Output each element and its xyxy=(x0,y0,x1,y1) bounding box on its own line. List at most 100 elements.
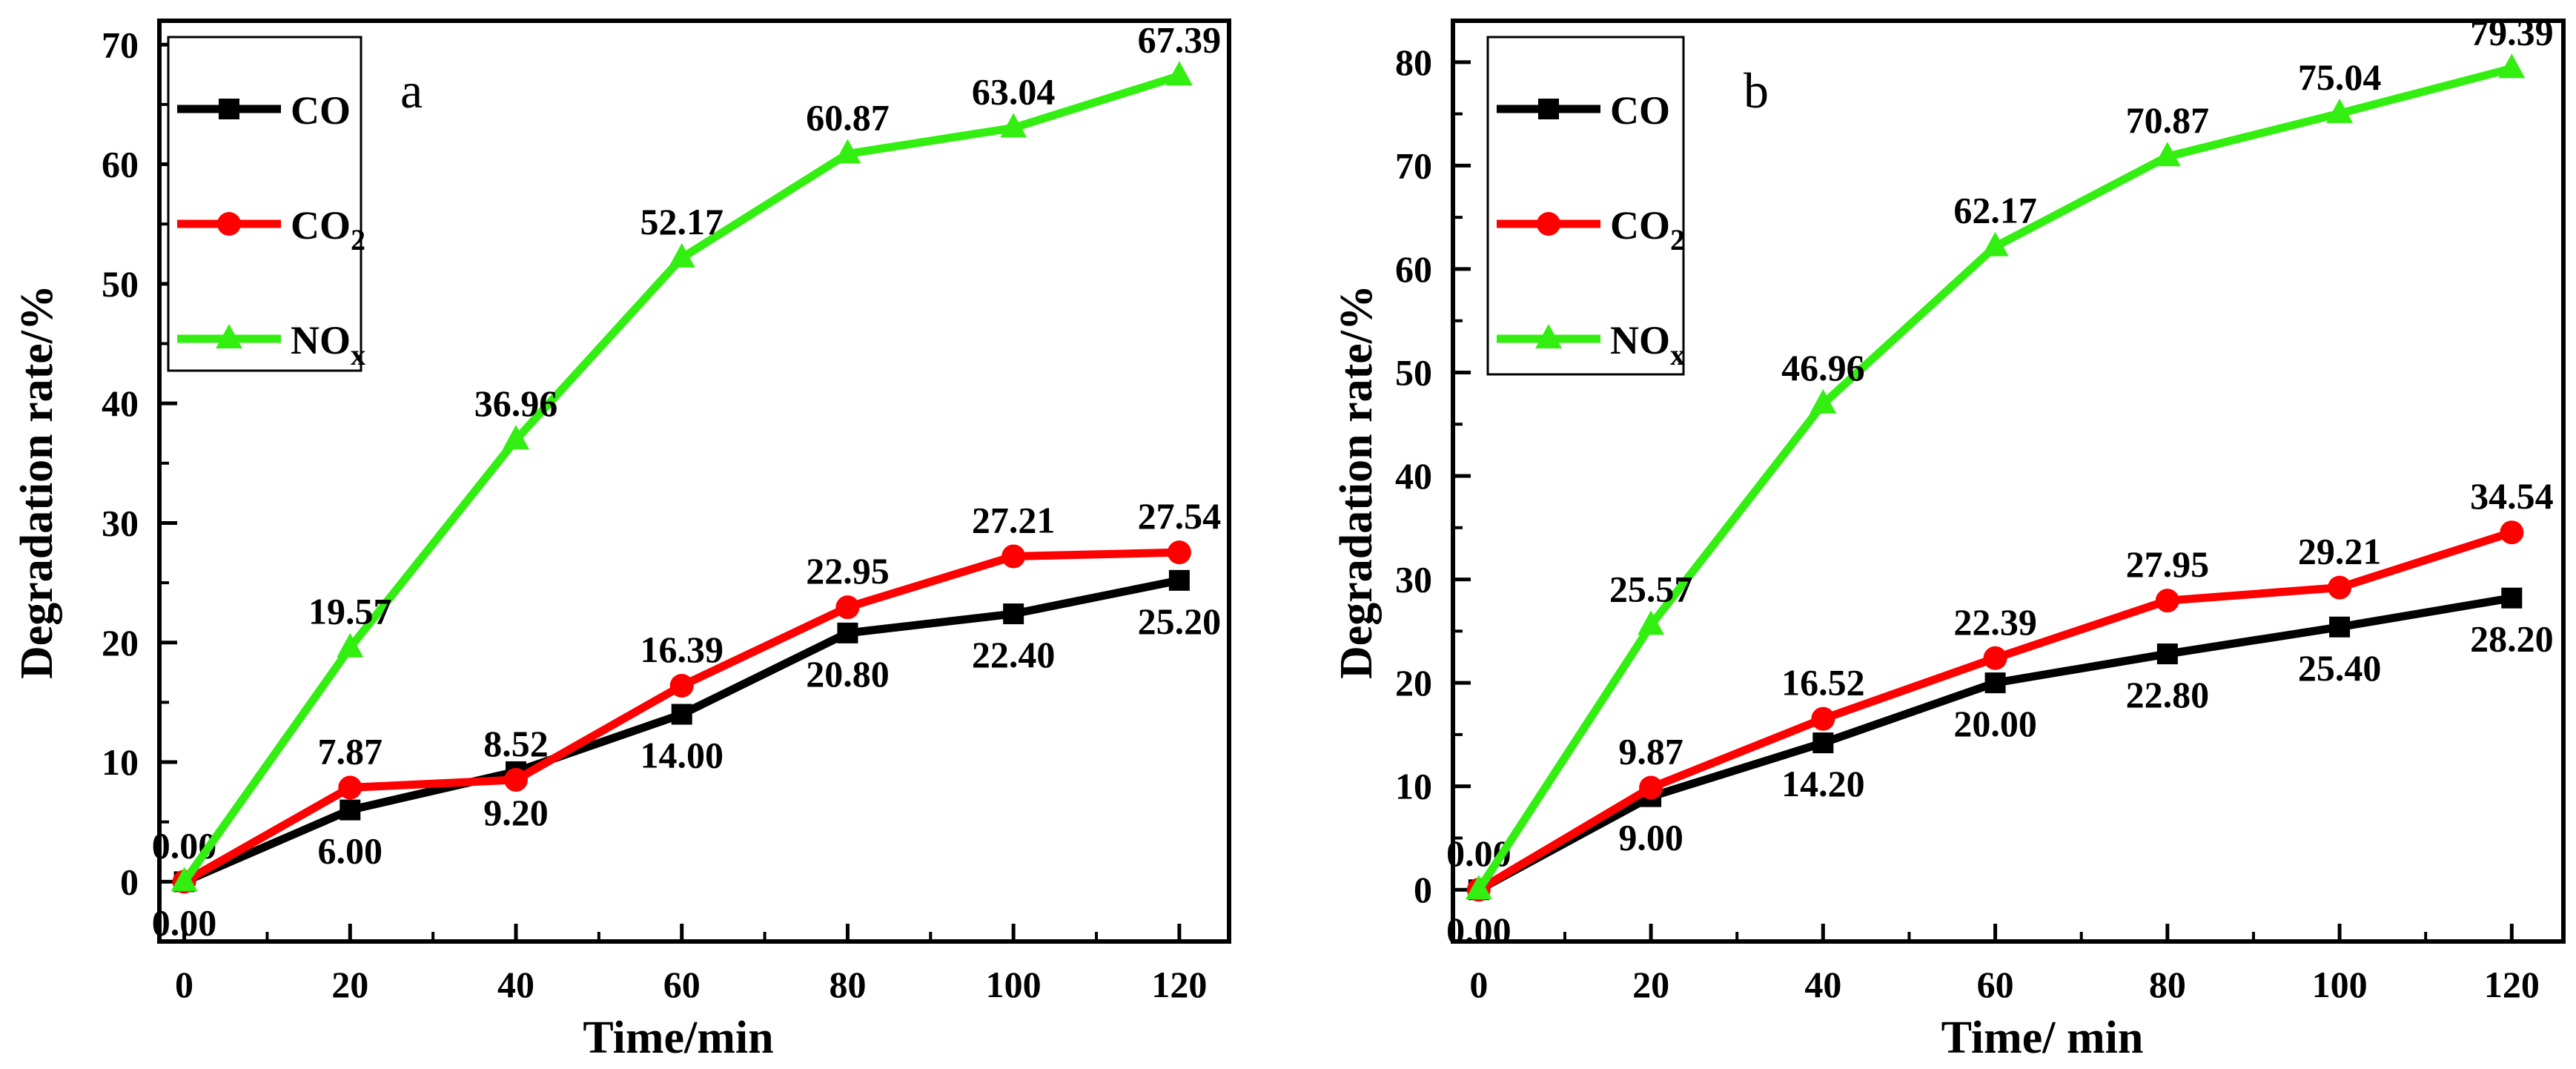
data-point xyxy=(503,425,529,450)
data-point xyxy=(1983,646,2007,670)
y-tick-label: 0 xyxy=(120,861,139,902)
data-label: 16.52 xyxy=(1781,662,1865,704)
legend-label-main: NO xyxy=(1610,318,1670,363)
data-point xyxy=(2328,575,2352,600)
legend-marker xyxy=(1535,324,1562,348)
data-point xyxy=(2500,520,2524,545)
data-label: 70.87 xyxy=(2126,99,2210,141)
legend-label-main: CO xyxy=(291,88,351,133)
data-point xyxy=(1167,540,1191,565)
data-point xyxy=(1465,875,1492,900)
data-label: 9.00 xyxy=(1618,817,1683,858)
legend-marker xyxy=(1538,99,1559,119)
data-point xyxy=(834,139,861,164)
y-tick-label: 20 xyxy=(1395,662,1432,704)
panel-label: b xyxy=(1744,62,1769,119)
data-point xyxy=(1165,61,1193,86)
legend-marker xyxy=(1537,212,1560,236)
data-point xyxy=(2329,616,2351,638)
data-point xyxy=(2156,643,2178,665)
data-label: 36.96 xyxy=(474,383,558,424)
y-tick-label: 60 xyxy=(102,144,139,185)
x-tick-label: 0 xyxy=(1469,964,1488,1005)
x-tick-label: 20 xyxy=(1632,964,1669,1005)
data-label: 14.00 xyxy=(640,735,724,776)
data-point xyxy=(1001,544,1026,569)
x-tick-label: 40 xyxy=(497,964,534,1005)
data-point xyxy=(1984,672,2006,694)
data-label: 79.39 xyxy=(2470,11,2554,53)
x-tick-label: 0 xyxy=(175,964,193,1005)
y-axis-title: Degradation rate/% xyxy=(1331,285,1382,679)
y-tick-label: 30 xyxy=(1395,559,1432,600)
legend-label: CO xyxy=(1610,88,1670,133)
legend-label: NOx xyxy=(291,318,365,371)
data-label: 60.87 xyxy=(806,97,890,139)
data-label: 8.52 xyxy=(483,723,549,764)
panel-a: 0 20 40 60 80 100 120 0 10 20 30 40 50 60 70 Time/min De… xyxy=(12,19,1231,1063)
data-point xyxy=(668,242,695,268)
legend-label-sub: 2 xyxy=(351,223,365,257)
data-label: 6.00 xyxy=(318,830,383,872)
data-point xyxy=(2501,587,2523,609)
y-tick-label: 10 xyxy=(1395,766,1432,807)
y-tick-label: 50 xyxy=(102,263,139,305)
y-tick-label: 30 xyxy=(102,502,139,543)
y-tick-label: 60 xyxy=(1395,248,1432,290)
data-point xyxy=(170,867,198,892)
data-label: 9.20 xyxy=(483,792,549,833)
legend-box xyxy=(167,36,362,372)
data-label: 14.20 xyxy=(1781,763,1865,804)
x-tick-label: 100 xyxy=(2312,964,2368,1005)
data-label: 25.40 xyxy=(2298,647,2382,689)
data-label: 25.20 xyxy=(1138,600,1222,642)
data-label: 22.95 xyxy=(806,550,890,592)
data-point xyxy=(2326,99,2354,124)
legend-label: CO2 xyxy=(1610,203,1685,257)
data-label: 62.17 xyxy=(1953,190,2037,231)
x-tick-label: 20 xyxy=(331,964,368,1005)
data-label: 22.39 xyxy=(1953,601,2037,643)
x-tick-label: 120 xyxy=(2484,964,2540,1005)
plot-frame xyxy=(157,19,1231,944)
data-label: 34.54 xyxy=(2470,475,2554,517)
legend-label-sub: x xyxy=(351,338,365,371)
legend-marker xyxy=(217,212,241,236)
data-point xyxy=(1639,775,1663,800)
y-tick-label: 40 xyxy=(1395,455,1432,497)
data-point xyxy=(1810,388,1837,414)
x-axis-title: Time/min xyxy=(583,1013,773,1063)
data-label: 22.80 xyxy=(2126,674,2210,715)
data-label: 20.80 xyxy=(806,653,890,695)
data-point xyxy=(835,595,860,620)
data-point xyxy=(1000,113,1027,138)
data-label: 22.40 xyxy=(972,634,1056,675)
data-label: 9.87 xyxy=(1618,730,1683,772)
series-nox: 25.57 46.96 62.17 70.87 75.04 79.39 xyxy=(1465,11,2554,900)
panel-label: a xyxy=(400,62,423,119)
data-label: 19.57 xyxy=(308,591,392,632)
x-axis-title: Time/ min xyxy=(1941,1013,2144,1063)
data-label: 28.20 xyxy=(2470,618,2554,660)
data-label: 52.17 xyxy=(640,201,724,242)
data-label: 27.95 xyxy=(2126,543,2210,585)
data-label: 7.87 xyxy=(318,730,383,772)
legend-label-main: CO xyxy=(1610,203,1670,248)
y-tick-label: 0 xyxy=(1414,869,1432,910)
data-point xyxy=(2153,142,2181,167)
data-label: 75.04 xyxy=(2298,56,2382,98)
x-tick-label: 60 xyxy=(663,964,701,1005)
data-point xyxy=(1638,610,1665,635)
data-point xyxy=(1981,231,2009,257)
data-point xyxy=(338,775,362,800)
legend-marker xyxy=(219,99,239,119)
y-tick-label: 70 xyxy=(1395,145,1432,186)
data-point xyxy=(671,704,692,725)
x-tick-label: 80 xyxy=(829,964,866,1005)
y-tick-label: 20 xyxy=(102,622,139,663)
data-label: 29.21 xyxy=(2298,531,2382,572)
